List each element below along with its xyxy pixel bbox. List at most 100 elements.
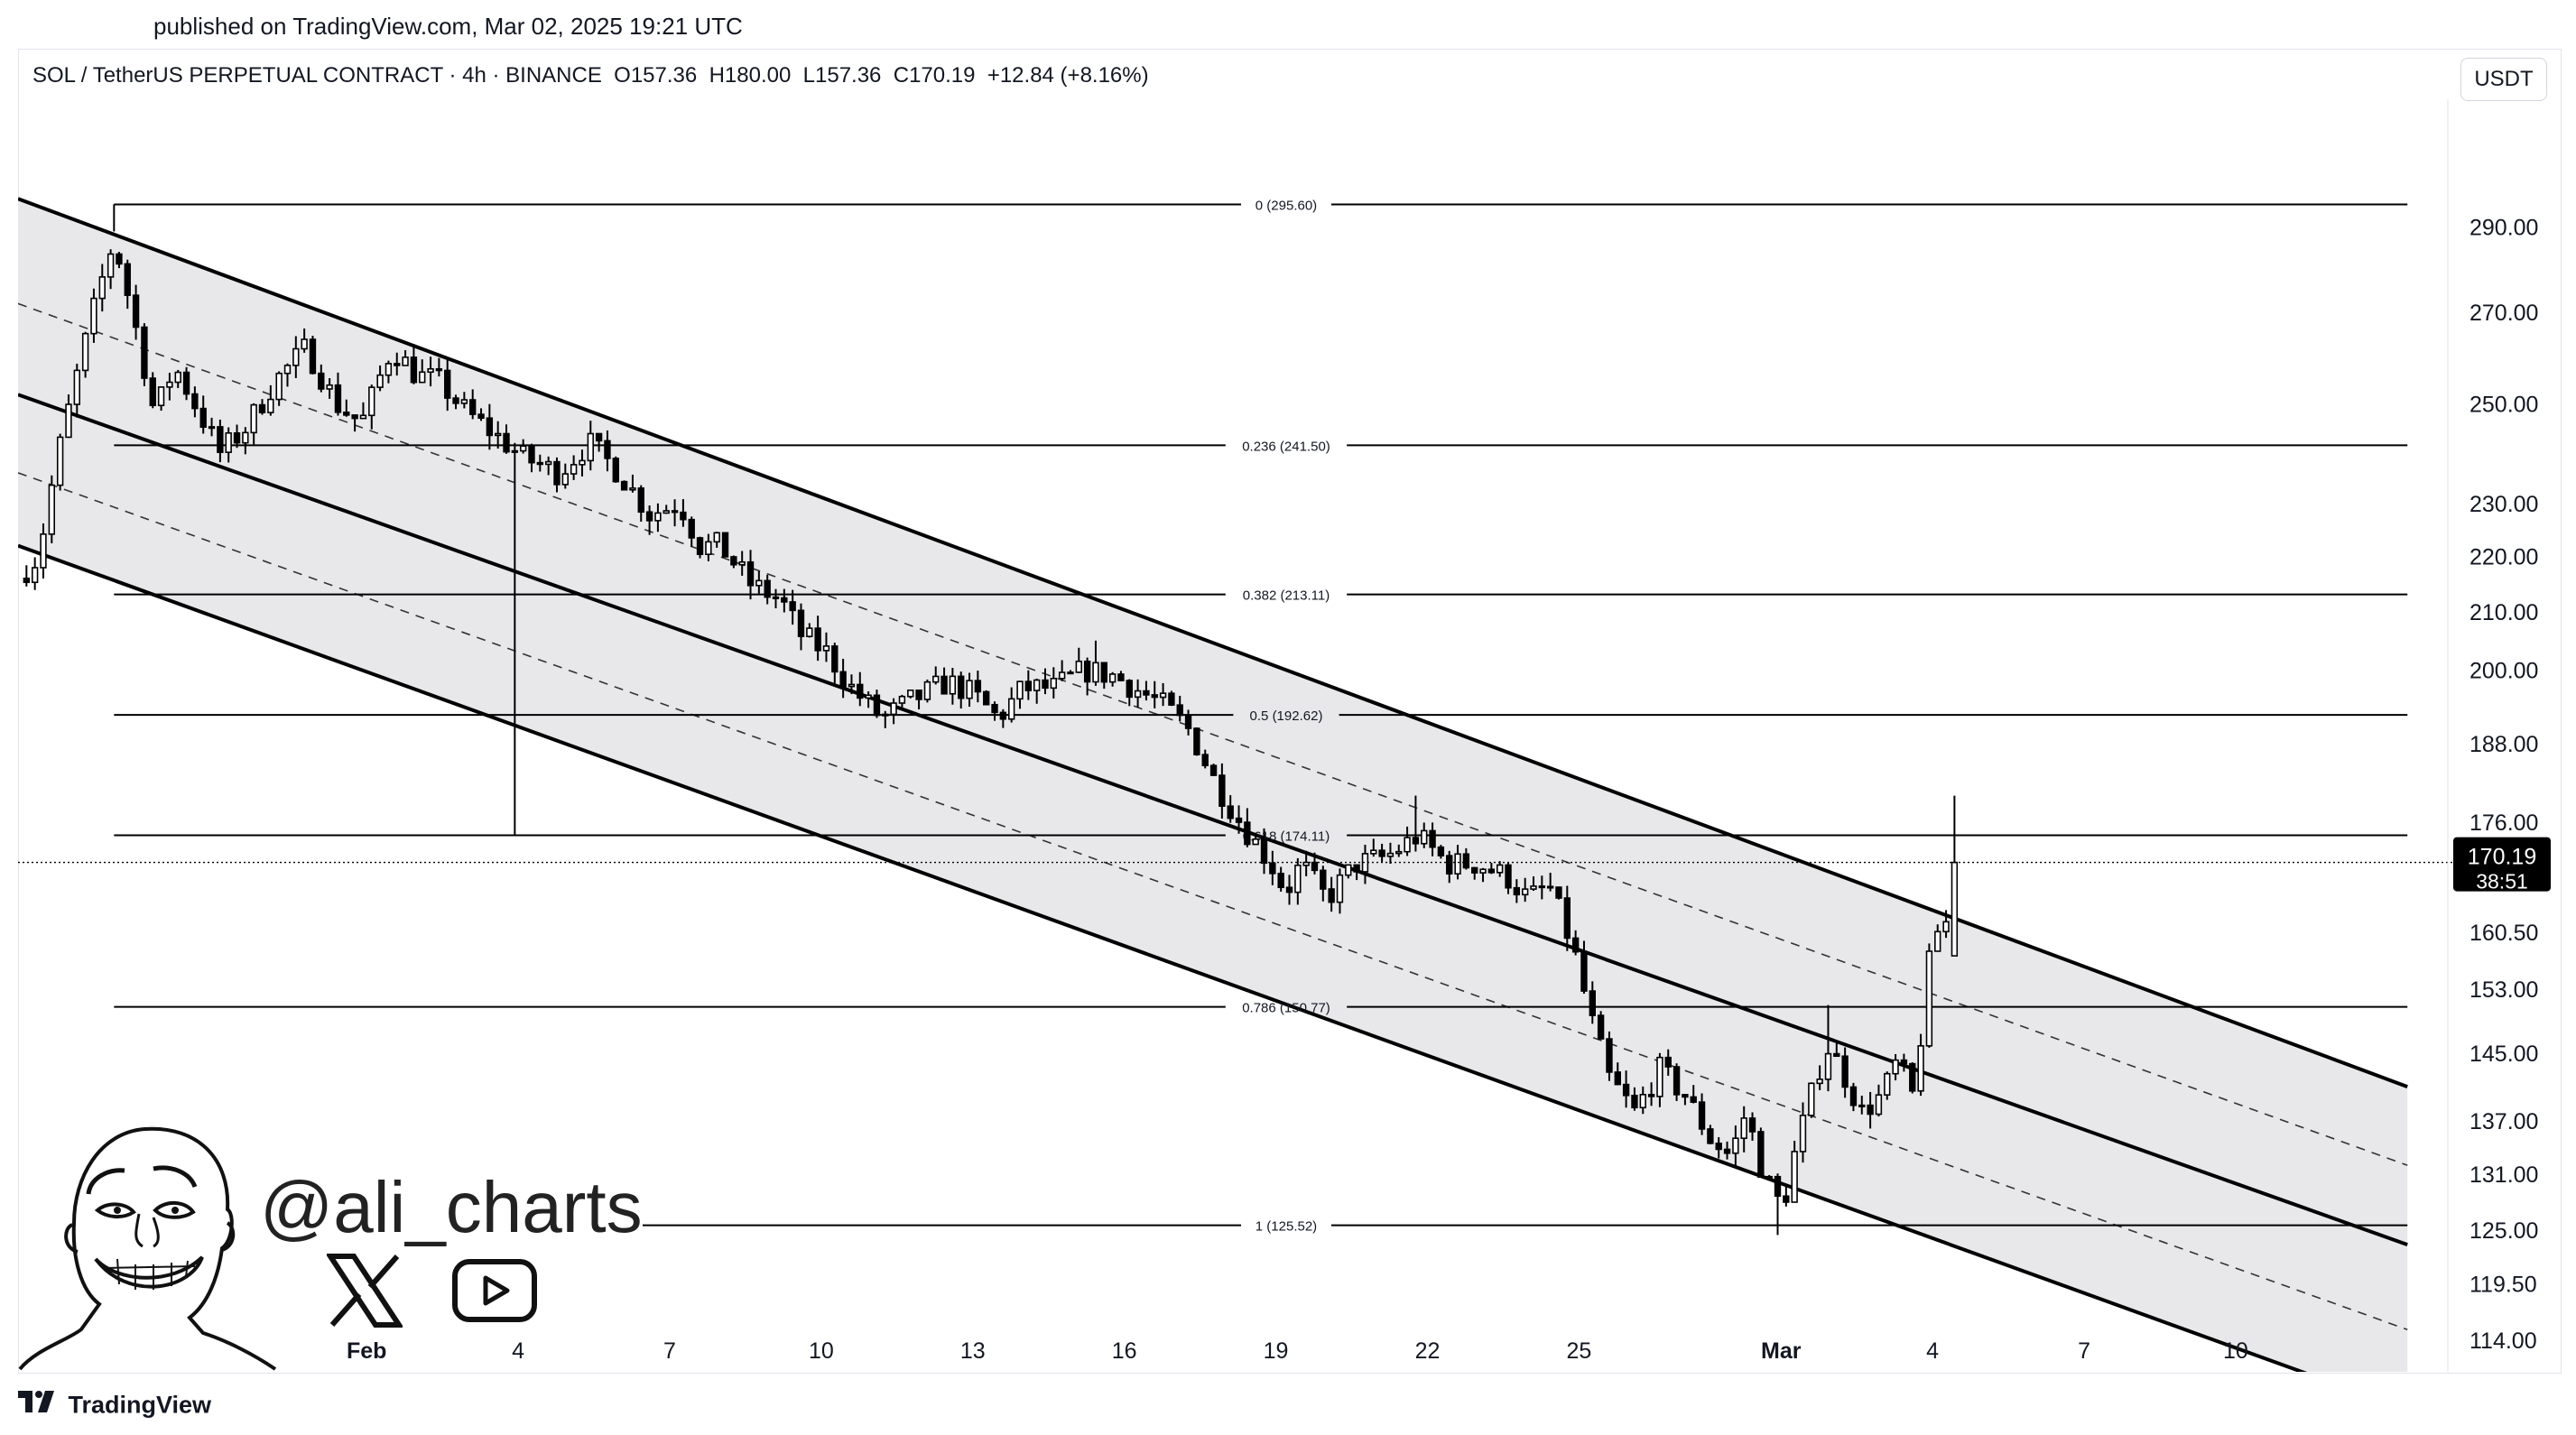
candle-down	[1328, 888, 1335, 903]
candle-down	[1184, 714, 1192, 729]
candle-down	[1833, 1052, 1840, 1058]
candle-down	[1311, 861, 1319, 872]
candle-up	[1033, 679, 1041, 691]
candle-down	[1024, 680, 1033, 691]
time-tick-label: 4	[1926, 1338, 1939, 1364]
candle-down	[503, 432, 510, 453]
candle-up	[1386, 852, 1395, 857]
candle-down	[1269, 862, 1276, 875]
candle-down	[671, 510, 679, 514]
candle-down	[1487, 868, 1496, 874]
candle-down	[1690, 1096, 1697, 1103]
candle-down	[410, 356, 418, 384]
candle-down	[789, 601, 796, 612]
candle-up	[1934, 930, 1941, 952]
candle-down	[1614, 1071, 1621, 1086]
candle-up	[326, 384, 333, 390]
candle-down	[1900, 1059, 1908, 1065]
candle-down	[1100, 662, 1107, 683]
candle-down	[1841, 1055, 1849, 1088]
price-tick-label: 176.00	[2469, 810, 2538, 836]
candle-down	[1849, 1086, 1858, 1106]
candle-up	[1808, 1082, 1815, 1116]
candle-down	[116, 253, 123, 265]
symbol-ohlc-legend[interactable]: SOL / TetherUS PERPETUAL CONTRACT · 4h ·…	[32, 63, 1149, 88]
x-logo-icon	[325, 1253, 404, 1329]
candle-up	[385, 363, 393, 376]
price-tick-label: 160.50	[2469, 921, 2538, 946]
candle-down	[486, 417, 494, 437]
avatar-cartoon-icon	[18, 1124, 280, 1372]
candle-up	[460, 399, 468, 404]
candle-down	[124, 263, 131, 296]
candle-up	[98, 276, 106, 300]
candle-up	[419, 371, 426, 384]
candle-down	[536, 461, 544, 466]
candle-up	[1765, 1175, 1773, 1180]
candle-down	[351, 414, 358, 420]
last-price-badge	[2453, 837, 2551, 892]
time-tick-label: 25	[1566, 1338, 1591, 1364]
candle-down	[435, 367, 443, 372]
candle-up	[242, 431, 249, 444]
candle-down	[958, 675, 965, 699]
candle-up	[166, 381, 173, 388]
candle-down	[831, 645, 839, 673]
time-tick-label: 10	[2223, 1338, 2248, 1364]
candle-down	[730, 556, 737, 566]
fib-level-label: 0.236 (241.50)	[1242, 439, 1330, 454]
candle-down	[318, 372, 325, 390]
candle-down	[721, 532, 729, 558]
candle-up	[882, 713, 889, 717]
candle-down	[1622, 1083, 1630, 1097]
candle-down	[528, 445, 535, 464]
price-axis: 290.00 270.00 250.00 230.00 220.00 210.00 200.…	[2447, 99, 2551, 1372]
fib-level-label: 0 (295.60)	[1256, 198, 1317, 213]
last-price-value: 170.19	[2468, 845, 2536, 870]
candle-up	[923, 680, 931, 700]
candle-down	[746, 560, 755, 587]
candle-down	[1285, 886, 1293, 893]
candle-up	[822, 645, 830, 652]
candle-up	[225, 431, 232, 453]
candle-down	[1126, 680, 1133, 699]
candle-up	[427, 367, 434, 374]
candle-up	[1791, 1151, 1798, 1203]
price-tick-label: 290.00	[2469, 216, 2538, 241]
channel-fill	[18, 199, 2408, 1372]
candle-up	[848, 683, 856, 688]
candle-up	[1016, 680, 1024, 700]
candle-up	[1050, 677, 1058, 690]
candle-up	[1302, 861, 1310, 866]
candle-up	[1816, 1079, 1823, 1085]
bar-countdown: 38:51	[2476, 870, 2528, 893]
candle-down	[1774, 1175, 1782, 1198]
candle-up	[1345, 864, 1352, 876]
candle-up	[1639, 1094, 1646, 1109]
candle-up	[359, 414, 367, 420]
candle-up	[1336, 874, 1344, 903]
currency-button[interactable]: USDT	[2460, 58, 2547, 101]
candlesticks	[23, 249, 1959, 1236]
candle-up	[48, 484, 56, 535]
candle-down	[1471, 866, 1478, 874]
time-tick-label: 7	[2078, 1338, 2090, 1364]
candle-up	[713, 532, 720, 543]
candle-up	[1917, 1045, 1924, 1092]
candle-up	[40, 533, 47, 569]
candle-down	[149, 377, 156, 407]
candle-down	[1143, 690, 1150, 696]
candle-up	[1294, 865, 1302, 893]
time-axis: Feb 4 7 10 13 16 19 22 25 Mar 4 7 10	[347, 1338, 2248, 1364]
candle-up	[1370, 849, 1377, 855]
candle-up	[1159, 692, 1167, 699]
candle-down	[1227, 805, 1234, 819]
candle-up	[966, 680, 973, 699]
candle-down	[999, 711, 1007, 720]
candle-down	[132, 294, 140, 329]
channel-dashed-line-1	[18, 302, 2408, 1166]
tradingview-footer[interactable]: TradingView	[18, 1390, 211, 1419]
candle-down	[772, 596, 780, 599]
price-tick-label: 200.00	[2469, 658, 2538, 683]
